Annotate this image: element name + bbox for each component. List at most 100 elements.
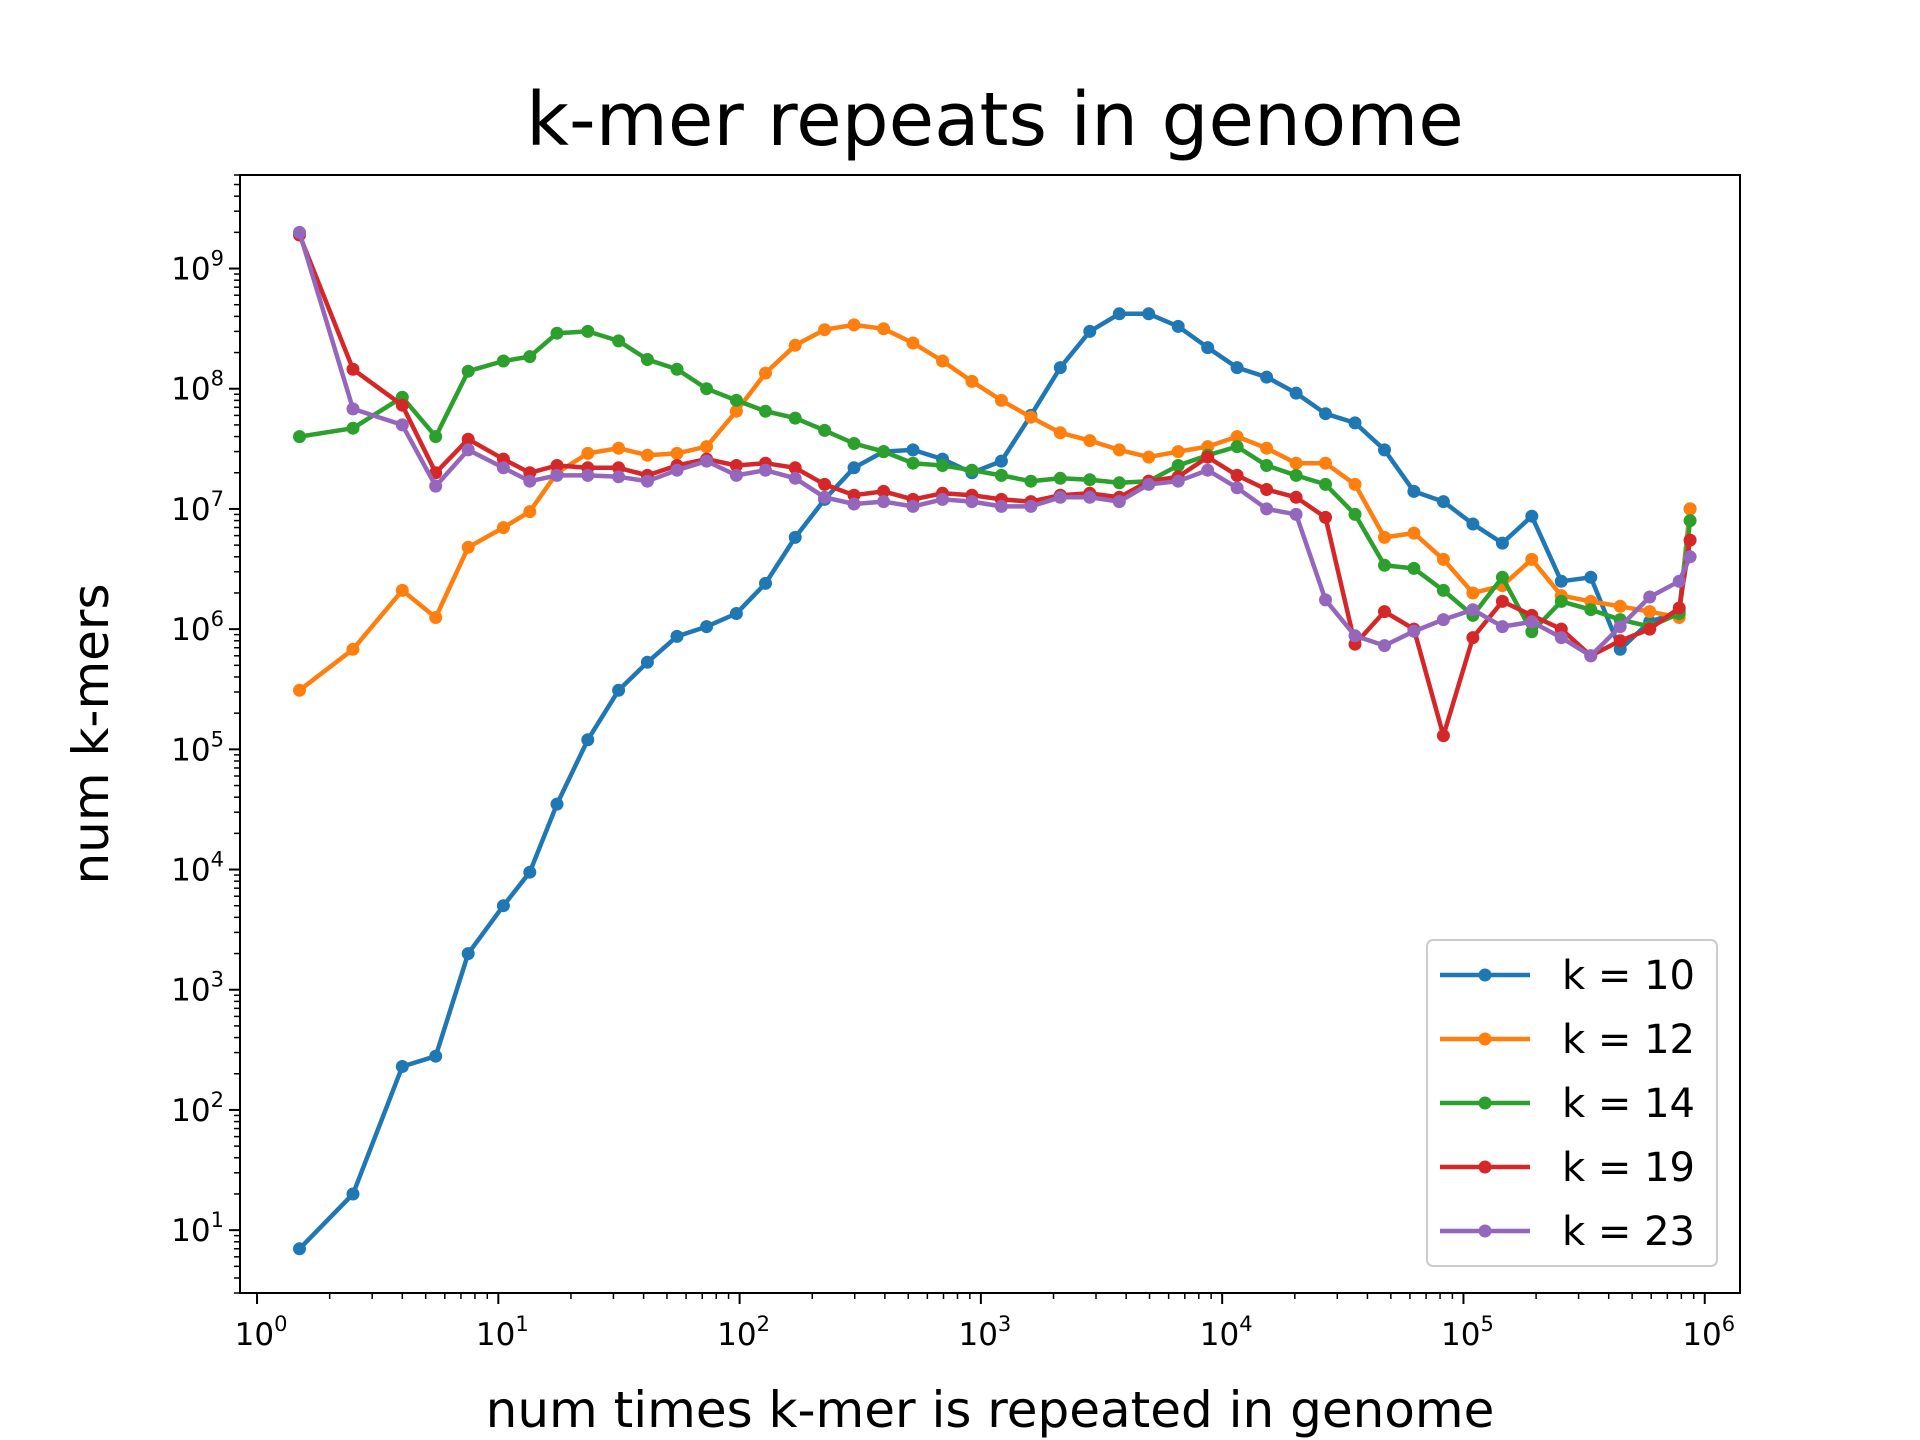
data-point	[1495, 536, 1509, 550]
data-point	[1171, 445, 1185, 459]
plot-area	[293, 225, 1697, 1256]
data-point	[1436, 495, 1450, 509]
data-point	[550, 326, 564, 340]
y-tick-label: 105	[171, 727, 224, 768]
legend-item: k = 10	[1440, 953, 1695, 999]
legend-item: k = 19	[1440, 1145, 1695, 1191]
data-point	[1466, 586, 1480, 600]
axis-ticks: 100 101 102 103 104 105 106 101 102 103 104 105 106 1…	[171, 174, 1735, 1353]
data-point	[1613, 634, 1627, 648]
axes-frame	[239, 174, 1741, 1294]
data-point	[293, 683, 306, 697]
data-point	[847, 497, 861, 511]
x-axis-title: num times k-mer is repeated in genome	[486, 1381, 1495, 1439]
data-point	[1584, 649, 1598, 663]
legend-label: k = 12	[1562, 1017, 1695, 1063]
data-point	[670, 362, 684, 376]
data-point	[1142, 307, 1156, 321]
x-tick-label: 103	[958, 1312, 1011, 1353]
data-point	[906, 499, 920, 513]
data-point	[906, 443, 920, 457]
data-point	[1289, 386, 1303, 400]
data-point	[1436, 583, 1450, 597]
data-point	[965, 495, 979, 509]
data-point	[346, 642, 360, 656]
data-point	[346, 421, 360, 435]
data-point	[612, 461, 626, 475]
data-point	[581, 446, 595, 460]
data-point	[1319, 510, 1332, 524]
data-point	[581, 733, 595, 747]
data-point	[1378, 605, 1391, 619]
data-point	[1525, 615, 1539, 629]
data-point	[461, 947, 475, 961]
legend-label: k = 23	[1562, 1209, 1695, 1255]
data-point	[1378, 530, 1391, 544]
legend-swatch-marker	[1478, 1224, 1492, 1238]
data-point	[293, 225, 306, 239]
data-point	[1053, 426, 1067, 440]
data-point	[1584, 570, 1598, 584]
data-point	[496, 461, 510, 475]
data-point	[1083, 490, 1097, 504]
data-point	[1643, 622, 1657, 636]
data-point	[640, 655, 654, 669]
data-point	[700, 382, 714, 396]
series-2	[293, 318, 1697, 697]
y-tick-label: 102	[171, 1088, 224, 1129]
data-point	[670, 629, 684, 643]
data-point	[496, 521, 510, 535]
chart-title: k-mer repeats in genome	[526, 77, 1464, 163]
y-tick-label: 101	[171, 1208, 224, 1249]
data-point	[1053, 490, 1067, 504]
data-point	[1112, 307, 1126, 321]
data-point	[1171, 474, 1185, 488]
data-point	[1260, 441, 1274, 455]
x-tick-label: 105	[1441, 1312, 1494, 1353]
data-point	[1319, 593, 1332, 607]
data-point	[1348, 507, 1362, 521]
data-point	[994, 468, 1008, 482]
data-point	[759, 366, 772, 380]
data-point	[429, 611, 443, 624]
y-tick-label: 103	[171, 968, 224, 1009]
data-point	[1319, 456, 1332, 470]
data-point	[346, 362, 360, 376]
data-point	[1201, 341, 1215, 355]
data-point	[1230, 430, 1244, 444]
data-point	[994, 454, 1008, 468]
data-point	[877, 484, 891, 498]
data-point	[496, 899, 510, 913]
data-point	[293, 1242, 306, 1256]
data-point	[1053, 361, 1067, 375]
data-point	[581, 324, 595, 338]
data-point	[1083, 434, 1097, 448]
data-point	[1584, 603, 1598, 617]
data-point	[1466, 517, 1480, 531]
data-point	[1378, 558, 1391, 572]
data-point	[994, 499, 1008, 513]
legend-item: k = 14	[1440, 1081, 1695, 1127]
y-tick-label: 106	[171, 607, 224, 648]
data-point	[461, 443, 475, 457]
data-point	[461, 432, 475, 446]
data-point	[1260, 483, 1274, 496]
data-point	[1436, 729, 1450, 743]
data-point	[788, 461, 802, 475]
legend-swatch-marker	[1478, 1096, 1492, 1110]
data-point	[906, 456, 920, 470]
data-point	[1683, 533, 1697, 547]
data-point	[1525, 625, 1539, 639]
data-point	[461, 364, 475, 378]
data-point	[1319, 477, 1332, 491]
data-point	[1289, 456, 1303, 470]
data-point	[847, 461, 861, 475]
data-point	[1230, 481, 1244, 495]
data-point	[612, 441, 626, 455]
data-point	[550, 468, 564, 482]
data-point	[1112, 443, 1126, 457]
data-point	[496, 354, 510, 368]
data-point	[1289, 468, 1303, 482]
data-point	[729, 468, 743, 482]
